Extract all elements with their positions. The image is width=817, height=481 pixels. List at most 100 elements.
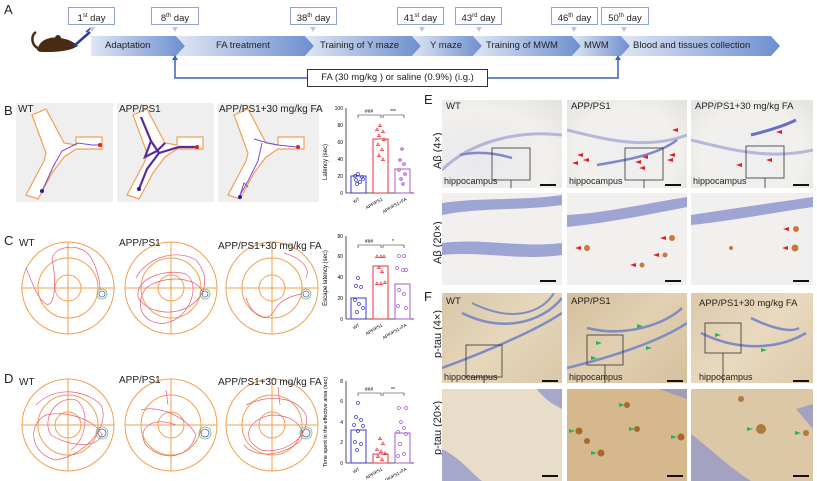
day-box-38: 38th day (290, 7, 337, 25)
image-ptau-20x-wt (442, 389, 562, 481)
svg-text:0: 0 (340, 317, 343, 323)
mwm-probe-traces (21, 378, 319, 472)
panel-label-c: C (4, 233, 14, 248)
svg-text:2: 2 (340, 440, 343, 446)
svg-text:###: ### (365, 109, 374, 115)
chart-escape-latency: Escape latency (sec) 0 20 40 60 80 ### *… (323, 234, 414, 340)
panel-label-f: F (424, 289, 432, 304)
y-maze-wt (16, 103, 113, 202)
svg-text:6: 6 (340, 399, 343, 405)
svg-text:8: 8 (340, 379, 343, 385)
stage-training-y-maze: Training of Y maze (305, 36, 421, 56)
panel-label-e: E (424, 92, 433, 107)
group-label-app-ps1: APP/PS1 (119, 375, 161, 386)
panel-label-a: A (4, 2, 13, 17)
svg-text:WT: WT (352, 196, 361, 204)
scale-bar (542, 475, 558, 477)
treatment-box: FA (30 mg/kg ) or saline (0.9%) (i.g.) (307, 69, 488, 87)
day-marker-icon (89, 27, 95, 32)
image-abeta-4x-wt (442, 100, 562, 188)
scale-bar (540, 184, 556, 186)
svg-text:4: 4 (340, 420, 343, 426)
bar-app-ps1 (372, 138, 389, 194)
bar-wt (350, 297, 367, 320)
panel-label-d: D (4, 371, 14, 386)
svg-text:APP/PS1: APP/PS1 (365, 196, 384, 210)
group-label-app-ps1: APP/PS1 (119, 238, 161, 249)
stage-mwm: MWM (572, 36, 630, 56)
image-abeta-20x-app-ps1-fa (691, 193, 813, 285)
mouse-icon (31, 27, 92, 52)
day-marker-icon (476, 27, 482, 32)
group-label-app-ps1-fa: APP/PS1+30 mg/kg FA (218, 377, 322, 388)
scale-bar (667, 475, 683, 477)
image-abeta-20x-wt (442, 193, 562, 285)
bar-app-ps1-fa (394, 168, 411, 194)
chart-latency: Latency (sec) 0 20 40 60 80 100 ### *** … (323, 106, 414, 215)
stage-y-maze: Y maze (412, 36, 482, 56)
group-label-app-ps1-fa: APP/PS1+30 mg/kg FA (219, 104, 323, 115)
y-axis-label: Escape latency (sec) (323, 250, 329, 306)
svg-text:*: * (392, 239, 394, 245)
bar-wt (350, 429, 367, 464)
svg-text:60: 60 (337, 140, 343, 146)
day-box-50: 50th day (601, 7, 649, 25)
stage-fa-treatment: FA treatment (176, 36, 314, 56)
day-marker-icon (571, 27, 577, 32)
group-label-app-ps1-fa: APP/PS1+30 mg/kg FA (218, 241, 322, 252)
svg-text:***: *** (390, 109, 396, 115)
svg-text:APP/PS1: APP/PS1 (365, 322, 384, 336)
svg-text:APP/PS1+FA: APP/PS1+FA (382, 197, 408, 215)
svg-text:100: 100 (335, 106, 344, 112)
group-label-wt: WT (446, 296, 461, 307)
scale-bar (793, 280, 809, 282)
image-abeta-4x-app-ps1-fa (691, 100, 813, 188)
region-label-hippocampus: hippocampus (444, 372, 498, 382)
region-label-hippocampus: hippocampus (699, 372, 753, 382)
bar-app-ps1-fa (394, 283, 411, 320)
scale-bar (793, 380, 809, 382)
region-label-hippocampus: hippocampus (693, 176, 747, 186)
syringe-icon (73, 31, 91, 47)
chart-time-effective-area: Time spent in the effective area (sec) 0… (323, 377, 414, 480)
stage-training-mwm: Training of MWM (473, 36, 581, 56)
svg-text:80: 80 (337, 234, 343, 240)
bar-app-ps1 (372, 453, 389, 464)
group-label-app-ps1: APP/PS1 (119, 104, 161, 115)
y-maze-app-ps1-fa (218, 103, 319, 202)
image-ptau-20x-app-ps1-fa (691, 389, 813, 481)
group-label-wt: WT (18, 104, 34, 115)
treatment-bracket (172, 55, 621, 79)
bar-app-ps1-fa (394, 432, 411, 464)
group-label-wt: WT (19, 377, 35, 388)
day-marker-icon (419, 27, 425, 32)
day-box-41: 41st day (397, 7, 444, 25)
day-box-1: 1st day (68, 7, 115, 25)
svg-text:WT: WT (352, 466, 361, 474)
scale-bar (793, 475, 809, 477)
image-ptau-4x-app-ps1-fa (691, 293, 813, 383)
day-marker-icon (621, 27, 627, 32)
scale-bar (540, 280, 556, 282)
image-ptau-20x-app-ps1 (567, 389, 687, 481)
svg-text:APP/PS1+FA: APP/PS1+FA (382, 323, 408, 340)
group-label-app-ps1: APP/PS1 (571, 101, 611, 112)
y-maze-app-ps1 (117, 103, 214, 202)
day-marker-icon (172, 27, 178, 32)
day-box-8: 8th day (151, 7, 199, 25)
svg-text:APP/PS1: APP/PS1 (365, 466, 384, 480)
scale-bar (667, 380, 683, 382)
group-label-app-ps1: APP/PS1 (571, 296, 611, 307)
day-box-46: 46th day (551, 7, 598, 25)
scale-bar (665, 184, 681, 186)
svg-text:80: 80 (337, 123, 343, 129)
bar-app-ps1 (372, 265, 389, 320)
image-abeta-4x-app-ps1 (567, 100, 687, 188)
region-label-hippocampus: hippocampus (569, 372, 623, 382)
stage-adaptation: Adaptation (91, 36, 185, 56)
svg-text:0: 0 (340, 191, 343, 197)
svg-text:20: 20 (337, 296, 343, 302)
bar-wt (350, 175, 367, 194)
svg-text:20: 20 (337, 174, 343, 180)
mwm-escape-traces (21, 241, 319, 335)
